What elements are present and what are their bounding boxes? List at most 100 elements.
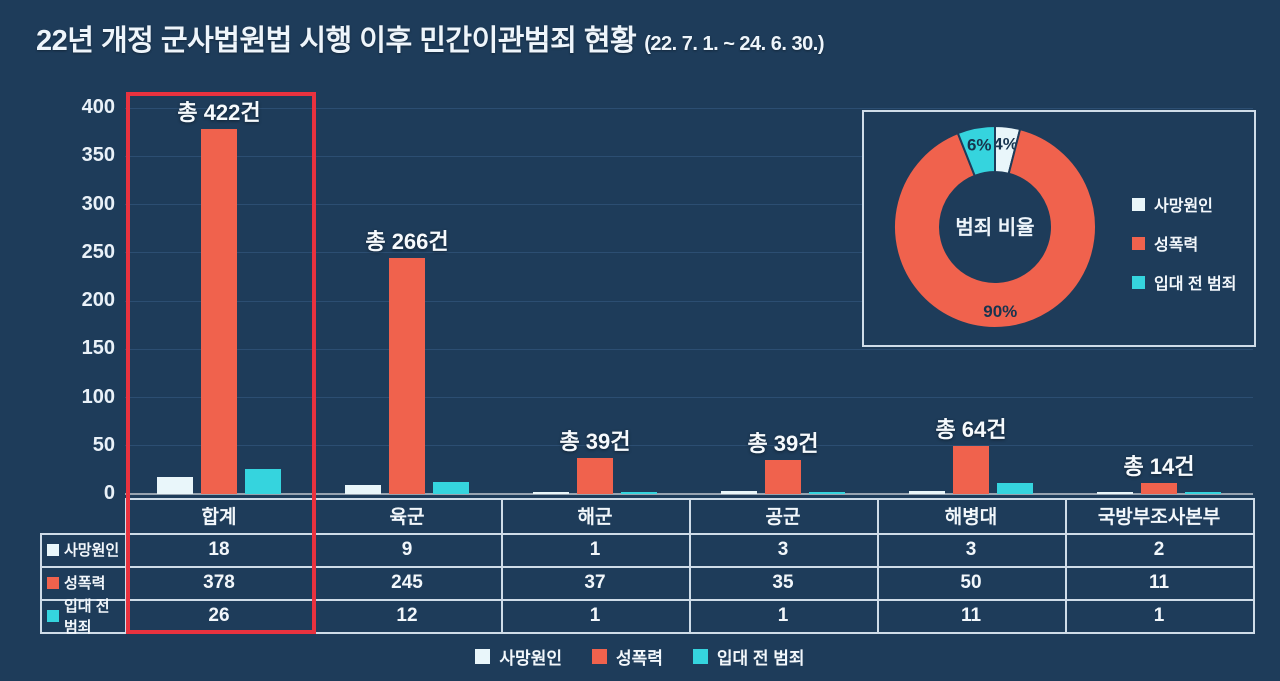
- table-border: [40, 533, 42, 632]
- bar-death-cause-col5: [1097, 492, 1133, 494]
- table-header-cell: 해병대: [944, 507, 998, 528]
- table-value-cell: 9: [401, 538, 413, 560]
- donut-legend-item-death-cause: 사망원인: [1132, 192, 1237, 216]
- legend-item-sexual-violence: 성폭력: [591, 644, 663, 669]
- total-label: 총 14건: [1123, 454, 1195, 479]
- table-header-cell: 합계: [201, 507, 237, 528]
- table-row-label-text: 사망원인: [64, 542, 120, 559]
- table-value-cell: 50: [960, 571, 982, 593]
- page-title: 22년 개정 군사법원법 시행 이후 민간이관범죄 현황 (22. 7. 1. ~…: [36, 17, 824, 59]
- table-value-cell: 1: [589, 538, 601, 560]
- series-color-swatch: [47, 609, 59, 622]
- bar-sexual-violence-col2: [577, 458, 613, 494]
- table-value-cell: 3: [965, 538, 977, 560]
- bar-sexual-violence-col4: [953, 446, 989, 494]
- legend-swatch: [1132, 236, 1145, 250]
- bar-pre-enlistment-crime-col0: [245, 469, 281, 494]
- bar-death-cause-col0: [157, 477, 193, 494]
- table-border: [877, 498, 879, 634]
- table-value-cell: 1: [777, 604, 789, 626]
- y-axis-tick: 350: [81, 144, 115, 167]
- gridline: [125, 204, 1253, 205]
- bar-pre-enlistment-crime-col2: [621, 492, 657, 494]
- bar-sexual-violence-col1: [389, 258, 425, 494]
- bar-pre-enlistment-crime-col4: [997, 483, 1033, 494]
- donut-slice-label: 90%: [983, 302, 1017, 321]
- table-row-label: 사망원인: [40, 533, 125, 566]
- bar-pre-enlistment-crime-col1: [433, 482, 469, 494]
- table-border: [689, 498, 691, 634]
- legend-label: 사망원인: [499, 649, 562, 668]
- table-value-cell: 11: [960, 604, 982, 626]
- legend-label: 성폭력: [615, 649, 663, 668]
- table-value-cell: 35: [772, 571, 794, 593]
- table-value-cell: 11: [1148, 571, 1170, 593]
- y-axis-tick: 50: [92, 433, 115, 456]
- gridline: [125, 107, 1253, 109]
- legend-swatch: [475, 649, 491, 664]
- bar-death-cause-col3: [721, 491, 757, 494]
- table-value-cell: 3: [777, 538, 789, 560]
- donut-slice-label: 4%: [993, 135, 1018, 154]
- total-label: 총 64건: [935, 417, 1007, 442]
- table-value-cell: 2: [1153, 538, 1165, 560]
- highlight-box: [126, 92, 316, 634]
- donut-slice-sexual-violence: [893, 127, 1097, 329]
- legend-swatch: [1132, 197, 1145, 211]
- legend-swatch: [1132, 275, 1145, 289]
- table-border: [1065, 498, 1067, 634]
- table-row-label-text: 성폭력: [64, 575, 106, 592]
- table-value-cell: 12: [396, 604, 418, 626]
- legend-swatch: [591, 649, 607, 664]
- donut-center-title: 범죄 비율: [955, 216, 1034, 239]
- title-text: 22년 개정 군사법원법 시행 이후 민간이관범죄 현황: [36, 25, 637, 57]
- total-label: 총 39건: [559, 429, 631, 454]
- donut-slice-pre-enlistment-crime: [956, 124, 996, 178]
- table-border: [40, 566, 1253, 568]
- legend-label: 입대 전 범죄: [1154, 276, 1237, 293]
- donut-chart: 4% 90% 6% 범죄 비율: [893, 124, 1097, 329]
- bar-death-cause-col2: [533, 492, 569, 494]
- bar-death-cause-col1: [345, 485, 381, 494]
- table-border: [40, 599, 1253, 601]
- table-row-label: 성폭력: [40, 566, 125, 599]
- table-header-cell: 해군: [577, 507, 613, 528]
- table-row-label-text: 입대 전 범죄: [64, 597, 110, 636]
- donut-legend-item-sexual-violence: 성폭력: [1132, 231, 1237, 255]
- table-border: [501, 498, 503, 634]
- legend-item-pre-enlistment-crime: 입대 전 범죄: [692, 644, 805, 669]
- gridline: [125, 155, 1253, 157]
- table-header-cell: 육군: [389, 507, 425, 528]
- y-axis-tick: 250: [81, 240, 115, 263]
- table-value-cell: 37: [584, 571, 606, 593]
- y-axis-tick: 400: [81, 96, 115, 118]
- bar-sexual-violence-col0: [201, 129, 237, 494]
- table-header-cell: 공군: [765, 507, 801, 528]
- bar-death-cause-col4: [909, 491, 945, 494]
- series-color-swatch: [47, 576, 59, 589]
- bar-pre-enlistment-crime-col5: [1185, 492, 1221, 494]
- total-label: 총 422건: [177, 100, 261, 125]
- gridline: [125, 300, 1253, 302]
- table-value-cell: 1: [1153, 604, 1165, 626]
- table-border: [40, 533, 1253, 535]
- bar-pre-enlistment-crime-col3: [809, 492, 845, 494]
- series-color-swatch: [47, 543, 59, 556]
- table-border: [40, 632, 1253, 634]
- table-value-cell: 1: [589, 604, 601, 626]
- y-axis-tick: 0: [103, 482, 115, 504]
- bar-sexual-violence-col5: [1141, 483, 1177, 494]
- donut-slice-label: 6%: [967, 135, 992, 154]
- total-label: 총 39건: [747, 431, 819, 456]
- table-value-cell: 245: [391, 571, 423, 593]
- x-axis-line: [125, 493, 1253, 495]
- table-row-label: 입대 전 범죄: [40, 598, 125, 636]
- table-value-cell: 26: [208, 604, 230, 626]
- table-value-cell: 18: [208, 538, 230, 560]
- table-border: [125, 498, 127, 634]
- legend-item-death-cause: 사망원인: [475, 644, 562, 669]
- legend-label: 성폭력: [1154, 237, 1199, 254]
